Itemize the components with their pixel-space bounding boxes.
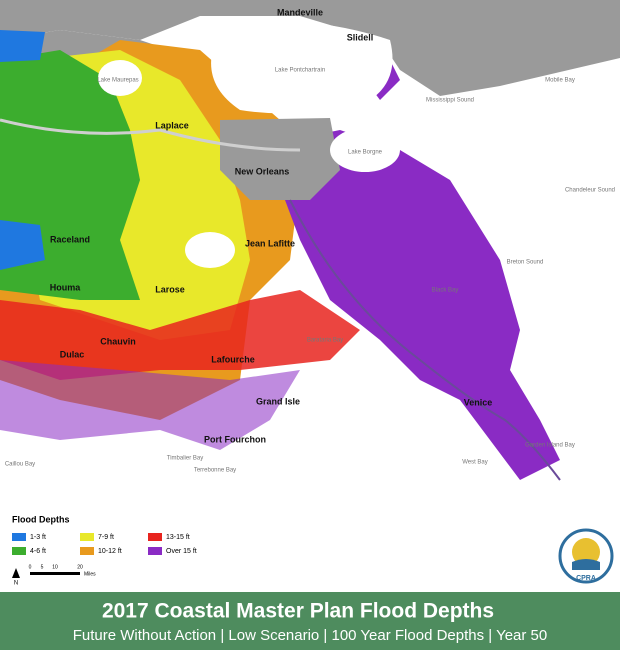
scale-tick-label: 5 <box>41 564 44 570</box>
banner-subtitle: Future Without Action | Low Scenario | 1… <box>73 627 548 644</box>
water-label: Mobile Bay <box>545 78 575 84</box>
river-upstream <box>0 118 301 152</box>
legend-label: Over 15 ft <box>166 548 197 555</box>
water-label: Black Bay <box>432 288 459 294</box>
legend-swatch <box>80 547 94 555</box>
place-label: Raceland <box>50 234 90 244</box>
urban-area <box>220 118 340 200</box>
place-label: Jean Lafitte <box>245 238 295 248</box>
place-label: New Orleans <box>235 166 290 176</box>
water-label: Timbalier Bay <box>167 456 203 462</box>
north-label: N <box>14 581 18 587</box>
scale-unit: Miles <box>84 571 96 577</box>
water-label: Lake Pontchartrain <box>275 68 325 74</box>
banner <box>0 592 620 650</box>
place-label: Lafourche <box>211 354 255 364</box>
scale-tick-label: 0 <box>29 564 32 570</box>
land-north <box>0 0 620 96</box>
flood-zone-blue <box>0 30 45 270</box>
flood-zone-purple-east <box>285 130 560 480</box>
flood-zone-red <box>0 290 360 380</box>
place-label: Venice <box>464 397 493 407</box>
north-arrow <box>12 568 20 578</box>
place-label: Larose <box>155 284 185 294</box>
legend-label: 10-12 ft <box>98 548 122 555</box>
place-label: Slidell <box>347 32 374 42</box>
legend-title: Flood Depths <box>12 514 70 524</box>
place-label: Chauvin <box>100 336 136 346</box>
logo-text: CPRA <box>576 575 596 582</box>
water-label: Mississippi Sound <box>426 98 474 104</box>
flood-zone-purple-west <box>0 360 300 450</box>
scale-tick-label: 10 <box>52 564 58 570</box>
place-label: Houma <box>50 282 81 292</box>
place-label: Laplace <box>155 120 189 130</box>
water-label: Lake Borgne <box>348 150 383 156</box>
water-label: Breton Sound <box>507 260 544 266</box>
water-label: Terrebonne Bay <box>194 468 236 474</box>
logo-wave <box>572 559 600 570</box>
place-label: Grand Isle <box>256 396 300 406</box>
lake-maurepas <box>98 60 142 96</box>
water-label: Lake Maurepas <box>97 78 138 84</box>
legend-swatch <box>148 547 162 555</box>
place-label: Dulac <box>60 349 85 359</box>
lake-pontchartrain <box>211 22 393 114</box>
lake-salvador <box>185 232 235 268</box>
legend-swatch <box>12 533 26 541</box>
legend-label: 1-3 ft <box>30 534 46 541</box>
legend-swatch <box>80 533 94 541</box>
banner-title: 2017 Coastal Master Plan Flood Depths <box>102 600 494 623</box>
scale-bar <box>30 572 80 575</box>
place-label: Port Fourchon <box>204 434 266 444</box>
legend-label: 4-6 ft <box>30 548 46 555</box>
logo-sun <box>572 538 600 566</box>
water-label: Garden Island Bay <box>525 443 575 449</box>
water-label: Barataria Bay <box>307 338 343 344</box>
river <box>289 199 561 481</box>
lake-borgne <box>330 128 400 172</box>
legend-swatch <box>12 547 26 555</box>
legend-label: 13-15 ft <box>166 534 190 541</box>
scale-tick-label: 20 <box>77 564 83 570</box>
legend-label: 7-9 ft <box>98 534 114 541</box>
legend-swatch <box>148 533 162 541</box>
water-label: West Bay <box>462 460 488 466</box>
water-label: Caillou Bay <box>5 462 35 468</box>
water-label: Chandeleur Sound <box>565 188 615 194</box>
place-label: Mandeville <box>277 7 323 17</box>
